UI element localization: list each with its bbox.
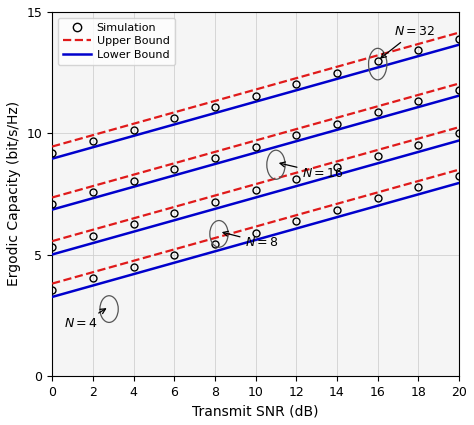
Text: $N = 32$: $N = 32$: [381, 25, 435, 58]
Text: $N = 4$: $N = 4$: [64, 309, 106, 330]
Text: $N = 16$: $N = 16$: [280, 162, 344, 180]
X-axis label: Transmit SNR (dB): Transmit SNR (dB): [192, 404, 319, 418]
Text: $N = 8$: $N = 8$: [223, 231, 279, 249]
Y-axis label: Ergodic Capacity (bit/s/Hz): Ergodic Capacity (bit/s/Hz): [7, 101, 21, 286]
Legend: Simulation, Upper Bound, Lower Bound: Simulation, Upper Bound, Lower Bound: [58, 17, 175, 65]
